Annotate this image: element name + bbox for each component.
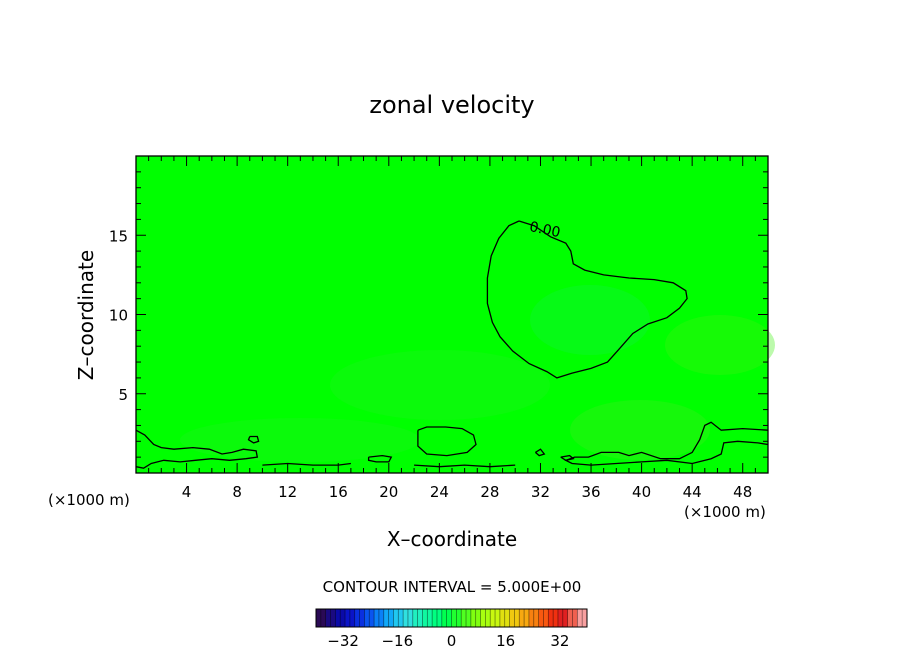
y-tick-label: 10 — [109, 307, 128, 325]
colorbar — [316, 609, 588, 627]
y-axis-label: Z–coordinate — [74, 250, 98, 380]
contour-line-7 — [414, 464, 516, 468]
contour-line-8 — [534, 448, 546, 457]
contour-label: 0.00 — [528, 219, 562, 241]
x-axis-ticks: 4 8 12 16 20 24 28 32 36 40 44 48 — [148, 156, 756, 501]
contour-lines — [135, 220, 769, 469]
x-tick-label: 12 — [278, 483, 297, 501]
field-shading — [180, 285, 775, 462]
contour-line-0 — [486, 220, 688, 379]
contour-line-5 — [367, 454, 393, 463]
x-unit-right: (×1000 m) — [684, 503, 766, 521]
x-tick-label: 8 — [232, 483, 242, 501]
contour-line-4 — [247, 435, 260, 444]
contour-line-2 — [417, 426, 477, 457]
x-unit-left: (×1000 m) — [48, 491, 130, 509]
x-tick-label: 44 — [683, 483, 702, 501]
colorbar-tick-label: 32 — [550, 632, 569, 650]
colorbar-tick-labels: −32 −16 0 16 32 — [327, 632, 569, 650]
colorbar-tick-label: −32 — [327, 632, 359, 650]
y-tick-label: 15 — [109, 227, 128, 245]
y-axis-ticks: 5 10 15 — [109, 171, 768, 458]
colorbar-tick-label: −16 — [381, 632, 413, 650]
y-tick-label: 5 — [118, 386, 128, 404]
x-axis-label: X–coordinate — [387, 527, 517, 551]
contour-line-3 — [564, 421, 769, 466]
x-tick-label: 32 — [531, 483, 550, 501]
colorbar-frame — [315, 608, 588, 628]
x-tick-label: 36 — [581, 483, 600, 501]
chart-title: zonal velocity — [369, 91, 534, 119]
x-tick-label: 4 — [182, 483, 192, 501]
contour-line-1 — [135, 429, 259, 469]
contour-line-9 — [560, 454, 575, 461]
x-tick-label: 28 — [480, 483, 499, 501]
velocity-field — [136, 156, 768, 473]
colorbar-tick-label: 16 — [496, 632, 515, 650]
contour-line-6 — [262, 462, 351, 466]
x-tick-label: 24 — [430, 483, 449, 501]
x-tick-label: 48 — [733, 483, 752, 501]
contour-interval-text: CONTOUR INTERVAL = 5.000E+00 — [323, 578, 582, 596]
colorbar-tick-label: 0 — [447, 632, 457, 650]
x-tick-label: 16 — [329, 483, 348, 501]
x-tick-label: 20 — [379, 483, 398, 501]
x-tick-label: 40 — [632, 483, 651, 501]
